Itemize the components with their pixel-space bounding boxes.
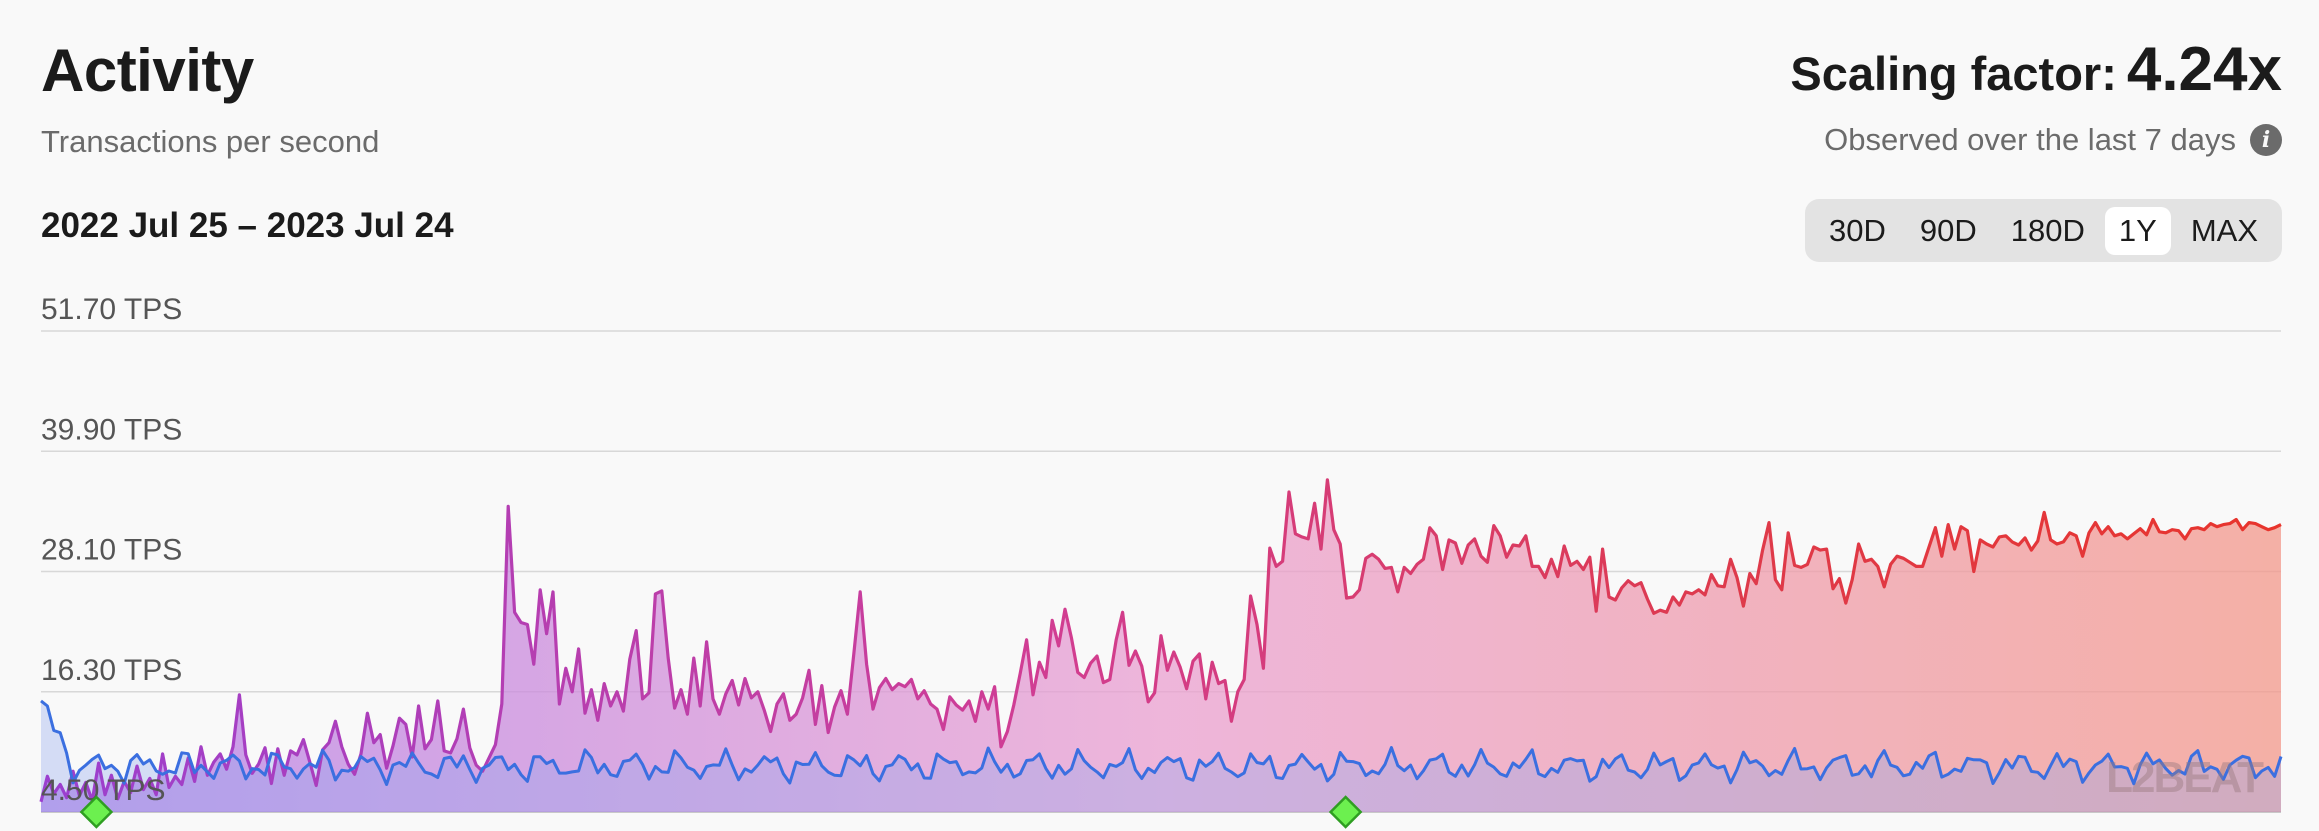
y-tick-label: 4.50 TPS xyxy=(41,774,166,807)
scaling-factor: Scaling factor: 4.24x xyxy=(1790,34,2282,105)
l2beat-watermark: L2BEAT xyxy=(2106,753,2264,802)
milestone-diamond-icon[interactable] xyxy=(79,795,114,829)
timeframe-90d-button[interactable]: 90D xyxy=(1906,207,1991,255)
chart-subtitle: Transactions per second xyxy=(41,124,380,159)
observed-text: Observed over the last 7 days xyxy=(1824,122,2236,157)
page-title: Activity xyxy=(41,37,254,104)
ethereum-series-area xyxy=(41,700,2281,812)
timeframe-30d-button[interactable]: 30D xyxy=(1815,207,1900,255)
y-tick-label: 16.30 TPS xyxy=(41,654,182,687)
timeframe-180d-button[interactable]: 180D xyxy=(1997,207,2099,255)
y-tick-label: 39.90 TPS xyxy=(41,413,182,446)
activity-chart[interactable]: 4.50 TPS 16.30 TPS 28.10 TPS 39.90 TPS 51.70… xyxy=(0,280,2319,831)
scaled-series-line xyxy=(39,478,2282,803)
timeframe-max-button[interactable]: MAX xyxy=(2177,207,2272,255)
scaling-factor-value: 4.24x xyxy=(2126,35,2282,104)
y-tick-label: 28.10 TPS xyxy=(41,534,182,567)
y-tick-label: 51.70 TPS xyxy=(41,293,182,326)
timeframe-1y-button[interactable]: 1Y xyxy=(2104,206,2171,255)
milestones xyxy=(79,795,1363,829)
timeframe-selector: 30D 90D 180D 1Y MAX xyxy=(1805,199,2282,262)
date-range: 2022 Jul 25 – 2023 Jul 24 xyxy=(41,206,454,245)
info-icon[interactable]: i xyxy=(2250,124,2282,156)
milestone-diamond-icon[interactable] xyxy=(1328,795,1363,829)
ethereum-series-line xyxy=(40,699,2283,786)
observed-note: Observed over the last 7 days i xyxy=(1824,122,2282,158)
y-axis-tick-labels: 4.50 TPS 16.30 TPS 28.10 TPS 39.90 TPS 51.70… xyxy=(41,293,182,807)
scaling-factor-label: Scaling factor: xyxy=(1790,47,2117,100)
